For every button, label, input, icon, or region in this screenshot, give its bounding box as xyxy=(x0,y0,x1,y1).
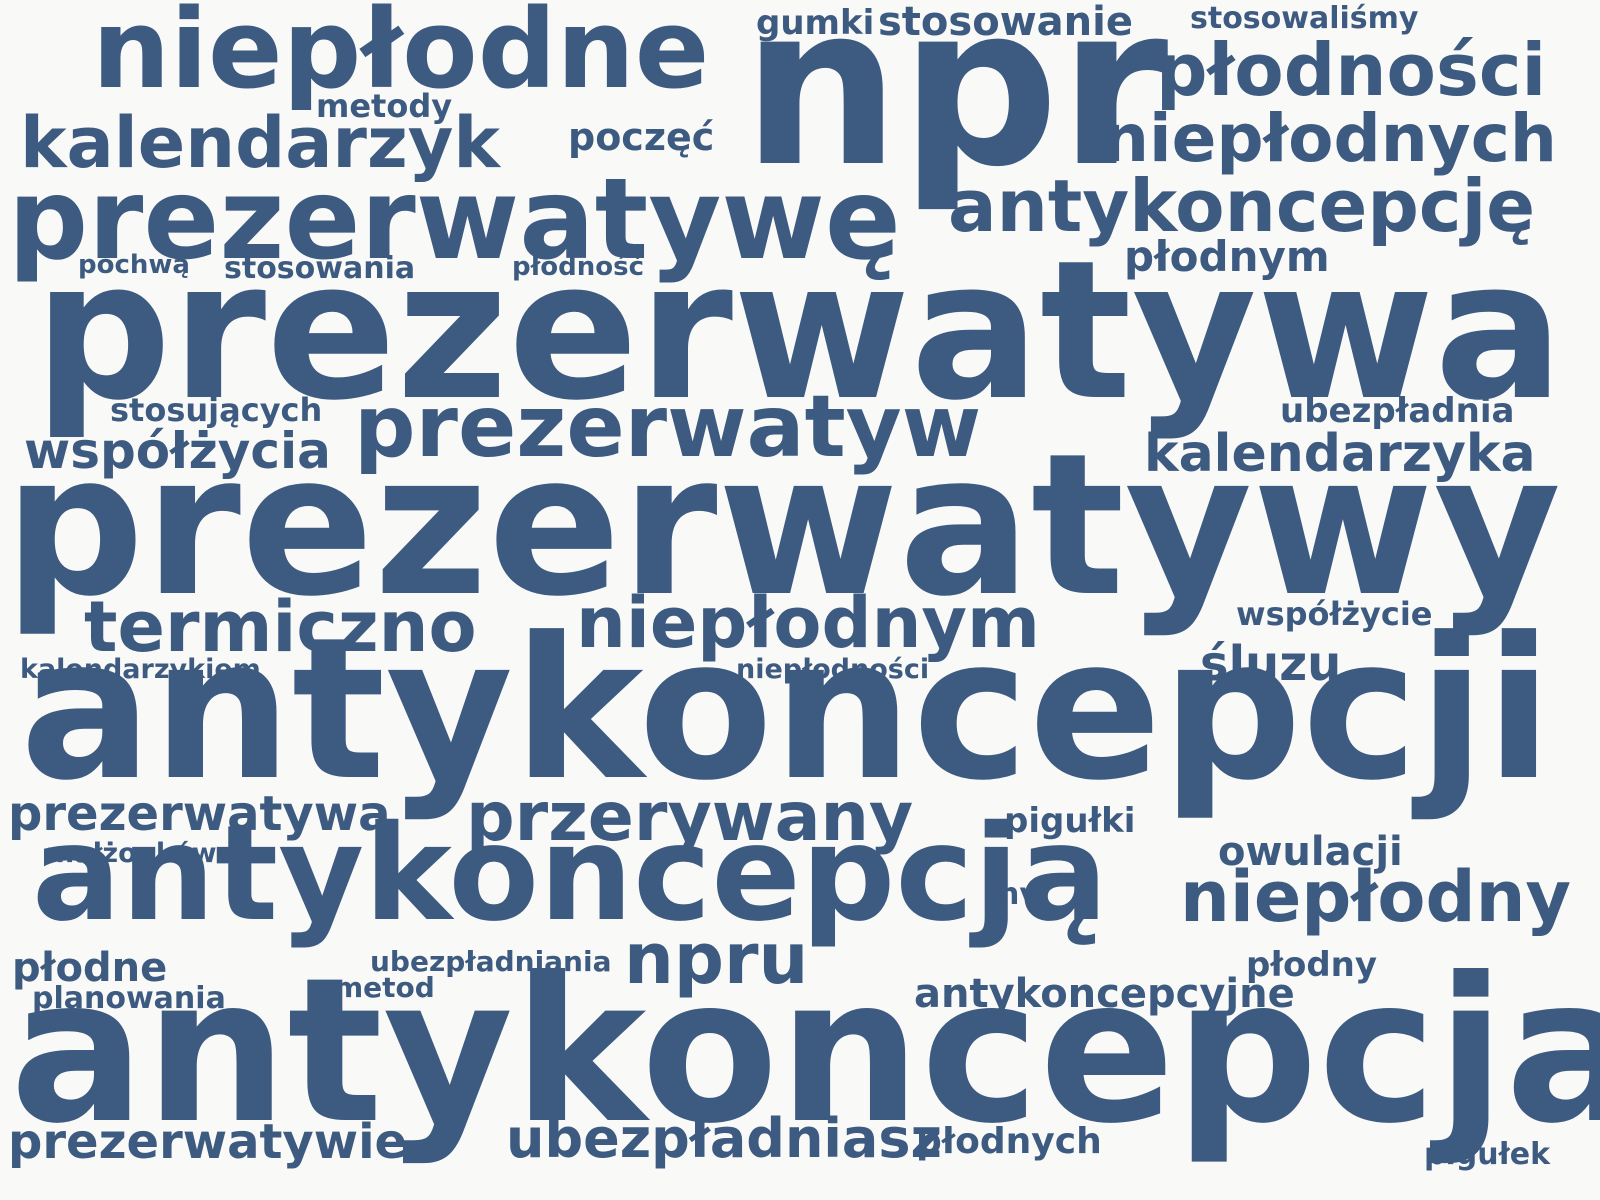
word-małżonków: małżonków xyxy=(46,838,217,869)
word-niepłodnych: niepłodnych xyxy=(1102,100,1557,177)
word-stosujących: stosujących xyxy=(110,391,323,429)
word-stosowania: stosowania xyxy=(224,251,416,286)
word-stosowanie: stosowanie xyxy=(878,0,1133,45)
word-hv: hv xyxy=(998,877,1039,912)
word-pigułek: pigułek xyxy=(1424,1137,1551,1172)
word-przerywany: przerywany xyxy=(466,778,914,857)
word-niepłodności: niepłodności xyxy=(736,654,930,685)
word-kalendarzykiem: kalendarzykiem xyxy=(20,654,261,685)
word-współżycia: współżycia xyxy=(24,422,331,480)
word-płodny: płodny xyxy=(1246,945,1378,985)
word-śluzu: śluzu xyxy=(1200,636,1342,692)
word-płodnym: płodnym xyxy=(1124,232,1330,281)
word-niepłodne: niepłodne xyxy=(92,0,710,113)
word-prezerwatywą: prezerwatywą xyxy=(8,786,391,842)
word-stosowaliśmy: stosowaliśmy xyxy=(1190,1,1419,36)
word-poczęć: poczęć xyxy=(568,115,715,159)
word-pochwą: pochwą xyxy=(78,250,190,280)
word-planowania: planowania xyxy=(32,981,226,1016)
word-płodnych: płodnych xyxy=(916,1121,1102,1162)
word-npru: npru xyxy=(624,918,809,1000)
word-antykoncepcyjne: antykoncepcyjne xyxy=(914,971,1295,1017)
word-owulacji: owulacji xyxy=(1218,829,1403,875)
word-niepłodnym: niepłodnym xyxy=(576,582,1040,664)
word-ubezpładnia: ubezpładnia xyxy=(1280,391,1515,431)
word-niepłodny: niepłodny xyxy=(1180,856,1572,938)
word-prezerwatywę: prezerwatywę xyxy=(8,155,901,285)
word-ubezpładniania: ubezpładniania xyxy=(370,945,612,978)
word-gumki: gumki xyxy=(756,3,875,43)
word-płodności: płodności xyxy=(1156,28,1547,112)
word-prezerwatywa: prezerwatywa xyxy=(34,220,1564,443)
word-płodne: płodne xyxy=(12,945,168,991)
word-antykoncepcja: antykoncepcja xyxy=(10,935,1600,1168)
word-antykoncepcją: antykoncepcją xyxy=(32,797,1108,951)
word-prezerwatywie: prezerwatywie xyxy=(8,1114,408,1170)
word-antykoncepcję: antykoncepcję xyxy=(948,164,1536,248)
word-pigułki: pigułki xyxy=(1004,801,1136,841)
word-współżycie: współżycie xyxy=(1236,595,1433,633)
word-metod: metod xyxy=(334,971,435,1004)
word-metody: metody xyxy=(316,87,453,125)
word-ubezpładniasz: ubezpładniasz xyxy=(506,1107,942,1170)
word-prezerwatywy: prezerwatywy xyxy=(4,412,1562,640)
word-npr: npr xyxy=(742,0,1169,216)
word-kalendarzyk: kalendarzyk xyxy=(20,102,500,184)
word-płodność: płodność xyxy=(512,252,644,282)
word-antykoncepcji: antykoncepcji xyxy=(20,596,1553,824)
word-prezerwatyw: prezerwatyw xyxy=(354,377,982,477)
word-kalendarzyka: kalendarzyka xyxy=(1144,424,1536,484)
word-termiczno: termiczno xyxy=(84,586,477,668)
